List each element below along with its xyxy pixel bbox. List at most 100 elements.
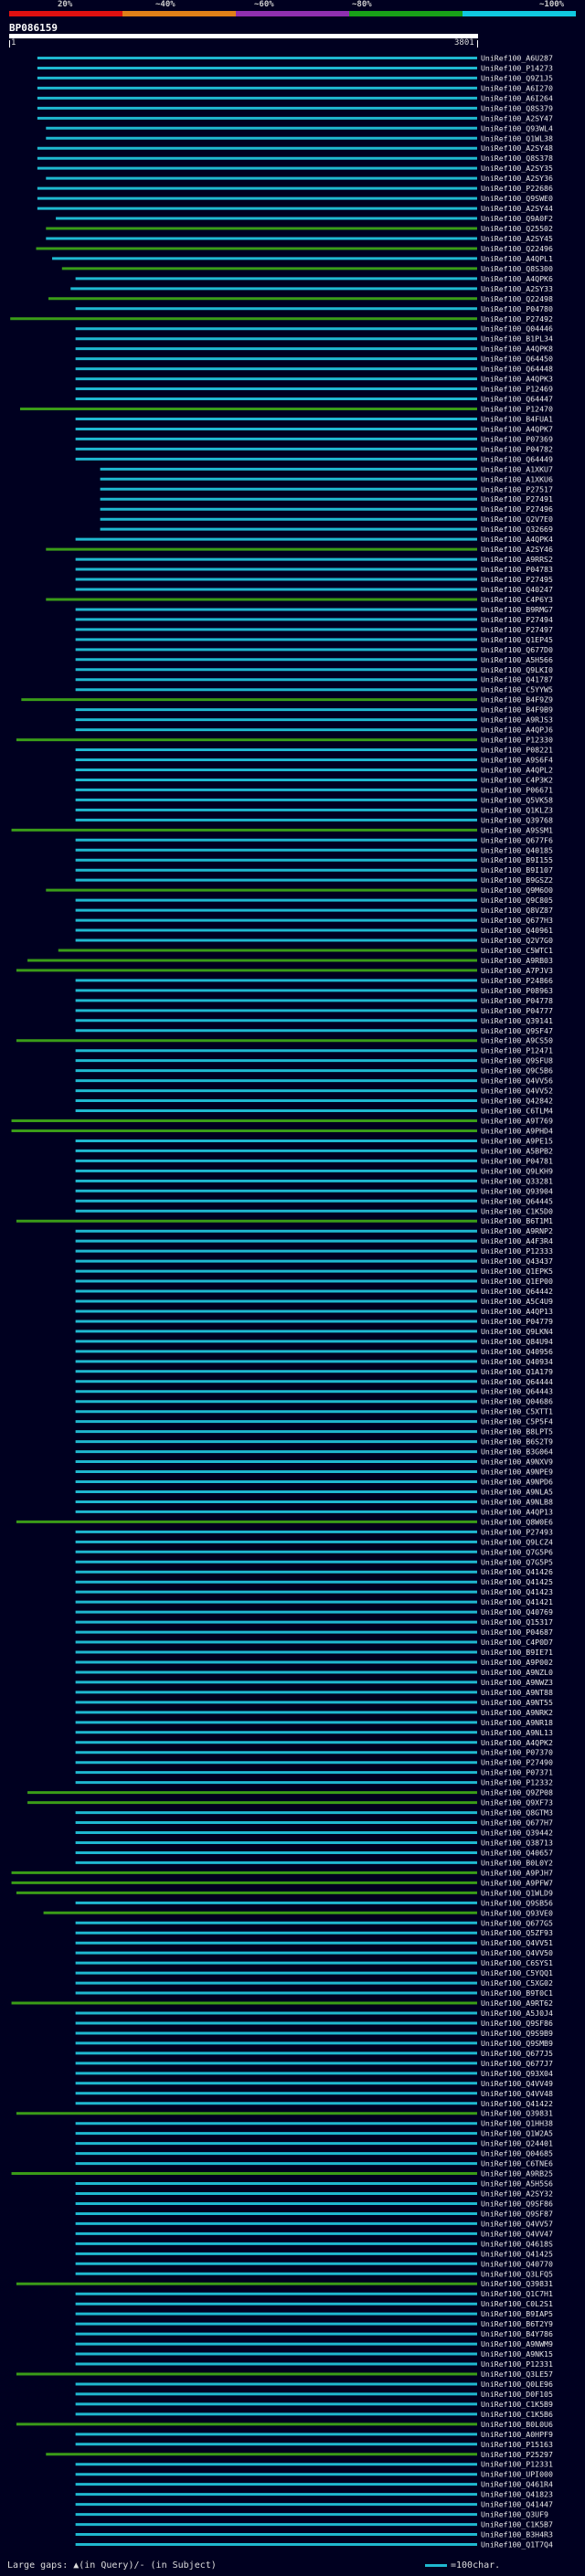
hit-label[interactable]: UniRef100_A9RT62: [481, 1998, 553, 2008]
hit-label[interactable]: UniRef100_P04779: [481, 1317, 553, 1326]
hit-label[interactable]: UniRef100_D0F105: [481, 2390, 553, 2399]
hit-label[interactable]: UniRef100_B3H4R3: [481, 2530, 553, 2539]
hit-label[interactable]: UniRef100_P12332: [481, 1778, 553, 1787]
hit-label[interactable]: UniRef100_C5YQQ1: [481, 1968, 553, 1977]
hit-label[interactable]: UniRef100_A4QPJ6: [481, 726, 553, 735]
hit-label[interactable]: UniRef100_A9S6F4: [481, 756, 553, 765]
hit-label[interactable]: UniRef100_Q64444: [481, 1377, 553, 1386]
hit-label[interactable]: UniRef100_P04687: [481, 1627, 553, 1637]
hit-label[interactable]: UniRef100_C0L2S1: [481, 2299, 553, 2308]
hit-label[interactable]: UniRef100_P04783: [481, 565, 553, 574]
hit-label[interactable]: UniRef100_A4QPK6: [481, 274, 553, 283]
hit-label[interactable]: UniRef100_B9GSZ2: [481, 875, 553, 885]
hit-label[interactable]: UniRef100_A5H5S6: [481, 2179, 553, 2189]
hit-label[interactable]: UniRef100_Q04685: [481, 2149, 553, 2158]
hit-label[interactable]: UniRef100_P07371: [481, 1768, 553, 1777]
hit-label[interactable]: UniRef100_Q8VZ87: [481, 906, 553, 915]
hit-label[interactable]: UniRef100_C5YYW5: [481, 685, 553, 694]
hit-label[interactable]: UniRef100_A9NZL0: [481, 1668, 553, 1677]
hit-label[interactable]: UniRef100_C5P5F4: [481, 1417, 553, 1426]
hit-label[interactable]: UniRef100_C1K5B7: [481, 2520, 553, 2529]
hit-label[interactable]: UniRef100_A9PHD4: [481, 1126, 553, 1135]
hit-label[interactable]: UniRef100_P24866: [481, 976, 553, 985]
hit-label[interactable]: UniRef100_Q4VV48: [481, 2089, 553, 2098]
hit-label[interactable]: UniRef100_Q4VV57: [481, 2219, 553, 2228]
hit-label[interactable]: UniRef100_Q04686: [481, 1397, 553, 1406]
hit-label[interactable]: UniRef100_A4QPK3: [481, 375, 553, 384]
hit-label[interactable]: UniRef100_A9RB03: [481, 956, 553, 965]
hit-label[interactable]: UniRef100_A6U287: [481, 53, 553, 62]
hit-label[interactable]: UniRef100_Q41787: [481, 675, 553, 684]
hit-label[interactable]: UniRef100_Q64445: [481, 1196, 553, 1205]
hit-label[interactable]: UniRef100_A5J0J4: [481, 2009, 553, 2018]
hit-label[interactable]: UniRef100_Q1EPK5: [481, 1267, 553, 1276]
hit-label[interactable]: UniRef100_P12331: [481, 2460, 553, 2469]
hit-label[interactable]: UniRef100_A9NPD6: [481, 1477, 553, 1486]
hit-label[interactable]: UniRef100_P07370: [481, 1748, 553, 1757]
hit-label[interactable]: UniRef100_A4QPK4: [481, 535, 553, 544]
hit-label[interactable]: UniRef100_P12331: [481, 2359, 553, 2369]
hit-label[interactable]: UniRef100_A4QP13: [481, 1307, 553, 1316]
hit-label[interactable]: UniRef100_B3G064: [481, 1447, 553, 1457]
hit-label[interactable]: UniRef100_Q41426: [481, 1567, 553, 1576]
hit-label[interactable]: UniRef100_B6T1M1: [481, 1216, 553, 1225]
hit-label[interactable]: UniRef100_A2SY36: [481, 174, 553, 183]
hit-label[interactable]: UniRef100_A2SY32: [481, 2189, 553, 2198]
hit-label[interactable]: UniRef100_Q40934: [481, 1357, 553, 1366]
hit-label[interactable]: UniRef100_A2SY48: [481, 143, 553, 153]
hit-label[interactable]: UniRef100_Q1EP45: [481, 635, 553, 644]
hit-label[interactable]: UniRef100_B9IE71: [481, 1648, 553, 1657]
hit-label[interactable]: UniRef100_Q9LKI0: [481, 665, 553, 674]
hit-label[interactable]: UniRef100_Q1C7H1: [481, 2289, 553, 2298]
hit-label[interactable]: UniRef100_Q9C5B6: [481, 1066, 553, 1076]
hit-label[interactable]: UniRef100_Q64450: [481, 355, 553, 364]
hit-label[interactable]: UniRef100_A2SY46: [481, 545, 553, 554]
hit-label[interactable]: UniRef100_Q9SMB9: [481, 2039, 553, 2048]
hit-label[interactable]: UniRef100_A5H566: [481, 655, 553, 664]
hit-label[interactable]: UniRef100_Q7G5P5: [481, 1557, 553, 1566]
hit-label[interactable]: UniRef100_B0L0U6: [481, 2420, 553, 2429]
hit-label[interactable]: UniRef100_Q39831: [481, 2279, 553, 2288]
hit-label[interactable]: UniRef100_A9NK15: [481, 2349, 553, 2359]
hit-label[interactable]: UniRef100_P08963: [481, 986, 553, 995]
hit-label[interactable]: UniRef100_Q40956: [481, 1347, 553, 1356]
hit-label[interactable]: UniRef100_Q461R4: [481, 2480, 553, 2489]
hit-label[interactable]: UniRef100_Q3LFQ5: [481, 2269, 553, 2278]
hit-label[interactable]: UniRef100_A5BPB2: [481, 1146, 553, 1155]
hit-label[interactable]: UniRef100_Q1T7Q4: [481, 2540, 553, 2549]
hit-label[interactable]: UniRef100_P12471: [481, 1046, 553, 1055]
hit-label[interactable]: UniRef100_C6TNE6: [481, 2159, 553, 2168]
hit-label[interactable]: UniRef100_C5XG02: [481, 1978, 553, 1988]
hit-label[interactable]: UniRef100_Q64449: [481, 454, 553, 463]
hit-label[interactable]: UniRef100_C1K5D0: [481, 1206, 553, 1215]
hit-label[interactable]: UniRef100_Q9XF73: [481, 1798, 553, 1807]
hit-label[interactable]: UniRef100_Q42842: [481, 1097, 553, 1106]
hit-label[interactable]: UniRef100_Q9SB56: [481, 1898, 553, 1907]
hit-label[interactable]: UniRef100_B8LPT5: [481, 1427, 553, 1436]
hit-label[interactable]: UniRef100_P25297: [481, 2450, 553, 2459]
hit-label[interactable]: UniRef100_Q64448: [481, 365, 553, 374]
hit-label[interactable]: UniRef100_A9RNP2: [481, 1226, 553, 1235]
hit-label[interactable]: UniRef100_Q41422: [481, 2099, 553, 2108]
hit-label[interactable]: UniRef100_Q4VV52: [481, 1087, 553, 1096]
hit-label[interactable]: UniRef100_P14273: [481, 63, 553, 72]
hit-label[interactable]: UniRef100_A9NR18: [481, 1718, 553, 1727]
hit-label[interactable]: UniRef100_B9I155: [481, 855, 553, 864]
hit-label[interactable]: UniRef100_B9I107: [481, 865, 553, 875]
hit-label[interactable]: UniRef100_Q40247: [481, 585, 553, 594]
hit-label[interactable]: UniRef100_Q4VV47: [481, 2229, 553, 2238]
hit-label[interactable]: UniRef100_A9NT55: [481, 1698, 553, 1707]
hit-label[interactable]: UniRef100_B6S2T9: [481, 1437, 553, 1447]
hit-label[interactable]: UniRef100_A2SY45: [481, 234, 553, 243]
hit-label[interactable]: UniRef100_P12469: [481, 385, 553, 394]
hit-label[interactable]: UniRef100_Q677H3: [481, 916, 553, 925]
hit-label[interactable]: UniRef100_C5XTT1: [481, 1407, 553, 1416]
hit-label[interactable]: UniRef100_P04777: [481, 1006, 553, 1015]
hit-label[interactable]: UniRef100_A5C4U9: [481, 1297, 553, 1306]
hit-label[interactable]: UniRef100_A9NWZ3: [481, 1678, 553, 1687]
hit-label[interactable]: UniRef100_Q9LCZ4: [481, 1537, 553, 1546]
hit-label[interactable]: UniRef100_P04778: [481, 996, 553, 1005]
hit-label[interactable]: UniRef100_Q24401: [481, 2139, 553, 2148]
hit-label[interactable]: UniRef100_Q38713: [481, 1838, 553, 1847]
hit-label[interactable]: UniRef100_P12330: [481, 736, 553, 745]
